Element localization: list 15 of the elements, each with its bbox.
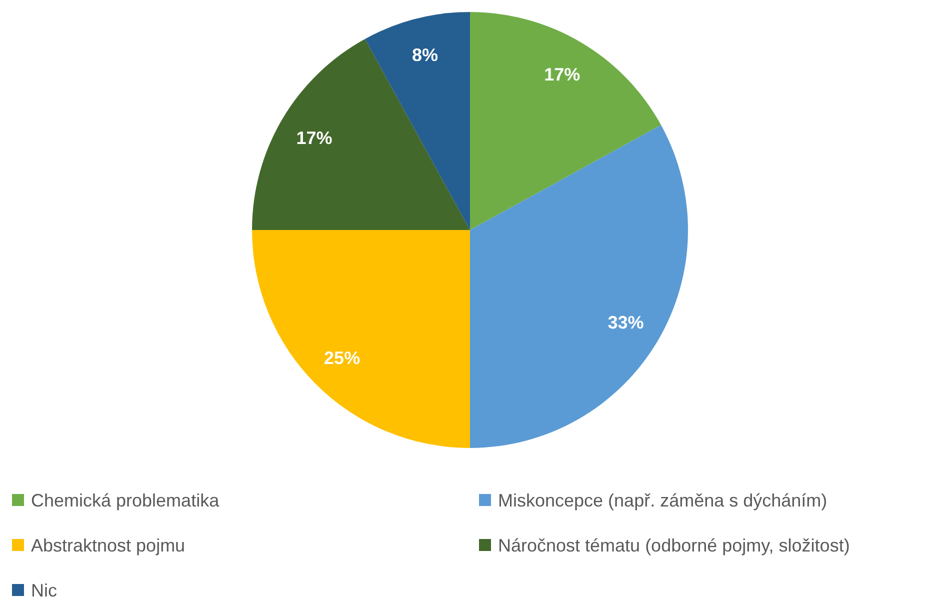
legend-label: Nic [31, 580, 57, 598]
data-label: 17% [296, 128, 332, 148]
data-label: 25% [324, 348, 360, 368]
pie-slice [364, 12, 470, 230]
data-label: 8% [412, 45, 438, 66]
legend-label: Miskoncepce (např. záměna s dýcháním) [498, 490, 828, 510]
pie-slice [470, 12, 662, 230]
pie-slice [252, 38, 470, 230]
legend-label: Náročnost tématu (odborné pojmy, složitost) [498, 535, 850, 556]
data-label: 33% [608, 312, 644, 332]
legend-label: Abstraktnost pojmu [31, 535, 186, 556]
legend-label: Chemická problematika [31, 490, 220, 510]
pie-slice [470, 124, 688, 448]
pie-slice [252, 230, 470, 448]
data-label: 17% [544, 64, 580, 85]
